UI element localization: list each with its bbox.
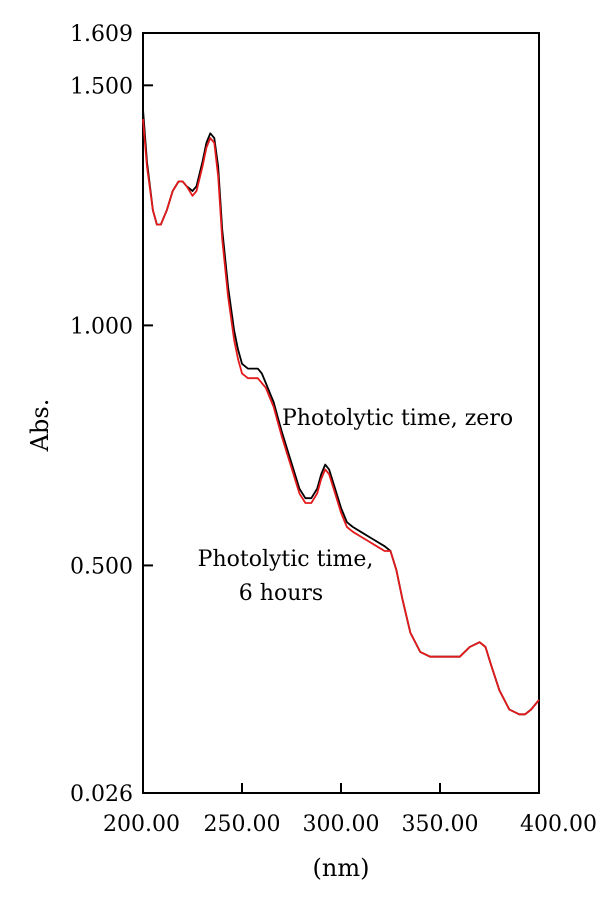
- y-tick-label: 1.500: [70, 74, 133, 99]
- x-tick-label: 250.00: [204, 812, 281, 837]
- y-axis-title: Abs.: [26, 399, 54, 453]
- y-tick-label: 0.026: [70, 782, 133, 807]
- annotation-zero-line1: Photolytic time, zero: [282, 406, 513, 431]
- y-tick-label: 0.500: [70, 554, 133, 579]
- x-axis-title: (nm): [313, 854, 370, 882]
- annotation-zero: Photolytic time, zero: [282, 406, 513, 431]
- x-tick-label: 200.00: [103, 812, 180, 837]
- x-tick-label: 300.00: [303, 812, 380, 837]
- x-tick-label: 400.00: [520, 812, 597, 837]
- annotation-6-hours-line2: 6 hours: [239, 581, 323, 606]
- series-line-red: [142, 118, 540, 716]
- annotation-6-hours: Photolytic time, 6 hours: [198, 547, 381, 606]
- x-tick-label: 350.00: [402, 812, 479, 837]
- y-axis-ticks: 0.026 0.500 1.000 1.500 1.609: [70, 22, 153, 807]
- x-axis-ticks: 200.00 250.00 300.00 350.00 400.00: [103, 783, 597, 837]
- series-layer: [142, 109, 540, 716]
- y-tick-label: 1.000: [70, 314, 133, 339]
- annotation-6-hours-line1: Photolytic time,: [198, 547, 374, 572]
- y-tick-label: 1.609: [70, 22, 133, 47]
